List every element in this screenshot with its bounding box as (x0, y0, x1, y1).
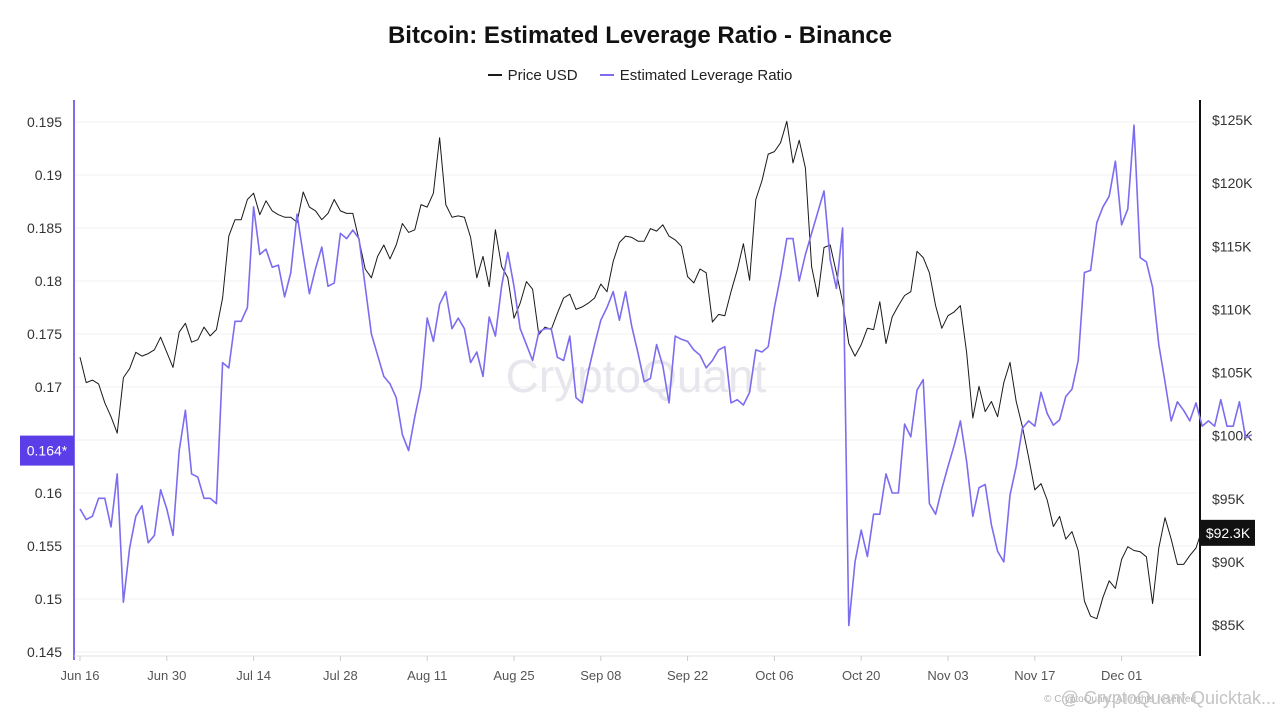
legend-label-price: Price USD (507, 66, 578, 84)
left-axis-tick-label: 0.195 (27, 114, 62, 130)
left-axis-tick-label: 0.19 (35, 167, 62, 183)
current-price-label: $92.3K (1206, 525, 1251, 541)
current-ratio-label: 0.164* (27, 443, 68, 459)
legend-item-ratio[interactable]: Estimated Leverage Ratio (599, 66, 793, 84)
price-usd-line (79, 120, 1221, 620)
right-axis-tick-label: $110K (1212, 301, 1252, 317)
x-axis-tick-label: Aug 11 (407, 668, 447, 683)
legend-swatch-price (487, 74, 502, 76)
x-axis-tick-label: Jun 16 (60, 668, 99, 683)
right-axis-tick-label: $95K (1212, 491, 1245, 507)
x-axis-tick-label: Jun 30 (147, 668, 186, 683)
x-axis-tick-label: Sep 08 (580, 668, 621, 683)
right-axis-tick-label: $120K (1212, 175, 1253, 191)
left-axis-tick-label: 0.145 (27, 644, 62, 660)
legend-item-price[interactable]: Price USD (487, 66, 578, 84)
left-axis-tick-label: 0.185 (27, 220, 62, 236)
x-axis-tick-label: Oct 06 (755, 668, 793, 683)
x-axis-tick-label: Jul 28 (323, 668, 358, 683)
x-axis-tick-label: Sep 22 (667, 668, 708, 683)
copyright-text: © CryptoQuant. All rights reserved (1044, 694, 1196, 705)
right-axis-tick-label: $125K (1212, 112, 1253, 128)
current-ratio-badge (20, 435, 74, 466)
x-axis-tick-label: Aug 25 (493, 668, 534, 683)
right-axis-tick-label: $105K (1212, 365, 1253, 381)
x-axis-tick-label: Oct 20 (842, 668, 880, 683)
left-axis-tick-label: 0.18 (35, 273, 62, 289)
left-axis-tick-label: 0.15 (35, 591, 62, 607)
left-axis-tick-label: 0.17 (35, 379, 62, 395)
right-axis-tick-label: $115K (1212, 238, 1252, 254)
chart-title: Bitcoin: Estimated Leverage Ratio - Bina… (387, 22, 893, 49)
watermark-text: CryptoQuant (506, 350, 767, 402)
right-axis-tick-label: $90K (1212, 554, 1245, 570)
x-axis-tick-label: Jul 14 (236, 668, 271, 683)
left-axis-tick-label: 0.16 (35, 485, 62, 501)
leverage-ratio-line (79, 124, 1253, 627)
legend-swatch-ratio (599, 74, 614, 76)
legend-label-ratio: Estimated Leverage Ratio (619, 66, 793, 84)
right-axis-tick-label: $85K (1212, 617, 1245, 633)
x-axis-tick-label: Nov 17 (1014, 668, 1055, 683)
left-axis-tick-label: 0.175 (27, 326, 62, 342)
footer-handle: @ CryptoQuant Quicktak... (1061, 688, 1276, 708)
x-axis-tick-label: Dec 01 (1101, 668, 1142, 683)
x-axis-tick-label: Nov 03 (927, 668, 968, 683)
legend: Price USD Estimated Leverage Ratio (0, 63, 1280, 84)
left-axis-tick-label: 0.155 (27, 538, 62, 554)
right-axis-tick-label: $100K (1212, 428, 1253, 444)
current-price-badge (1201, 519, 1255, 546)
